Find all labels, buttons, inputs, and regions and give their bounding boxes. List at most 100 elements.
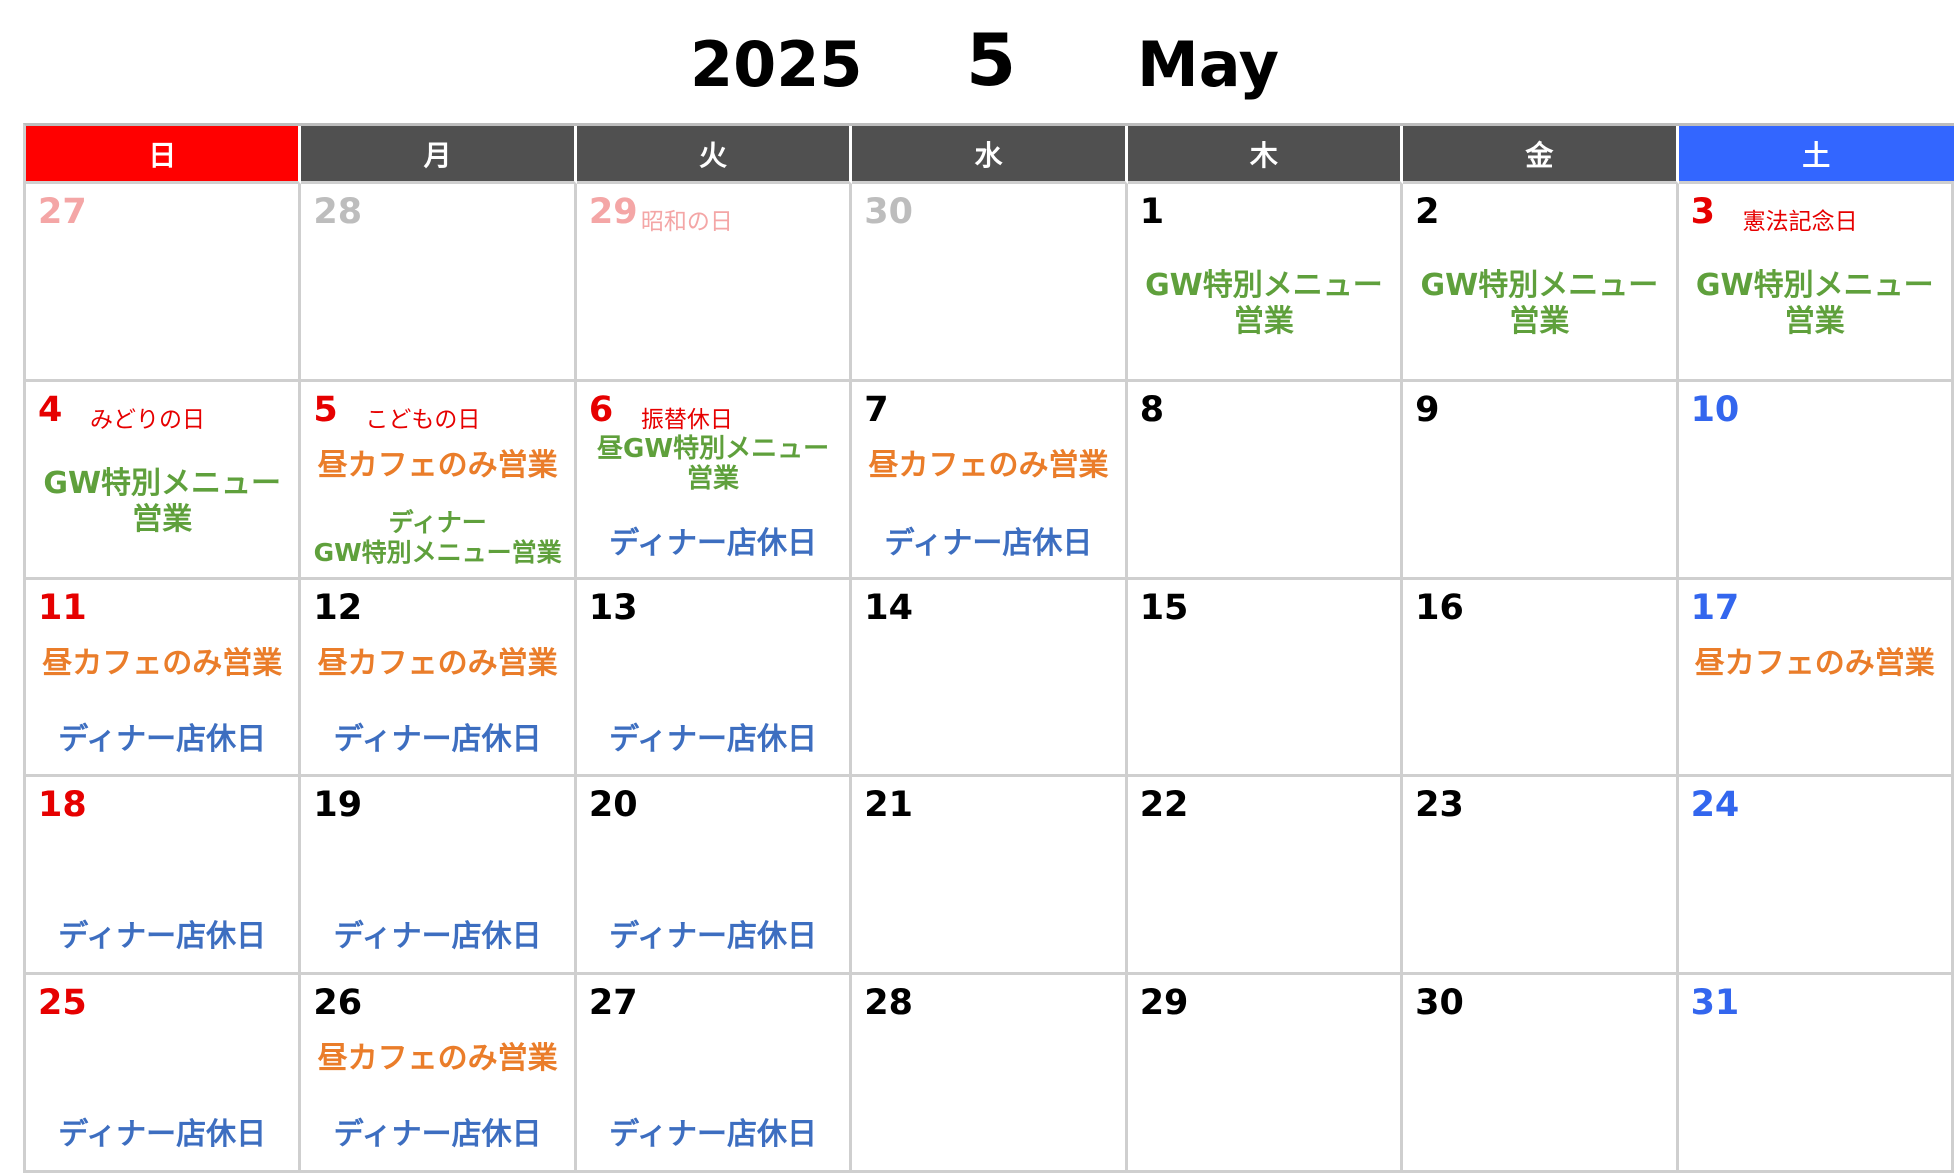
gw-special-note: GW特別メニュー 営業	[43, 465, 282, 537]
day-number: 18	[38, 785, 87, 826]
holiday-label: 昭和の日	[640, 209, 733, 235]
day-cell-may-12: 12 昼カフェのみ営業 ディナー店休日	[301, 579, 577, 778]
title-month: 5	[966, 18, 1017, 102]
dinner-closed-note: ディナー店休日	[58, 919, 267, 955]
day-number: 6	[588, 389, 614, 430]
day-number: 10	[1690, 389, 1740, 430]
day-cell-may-30: 30	[1403, 975, 1679, 1173]
day-cell-may-25: 25 ディナー店休日	[26, 975, 302, 1173]
day-number: 9	[1415, 389, 1440, 430]
day-number: 20	[588, 785, 638, 826]
day-cell-may-18: 18 ディナー店休日	[26, 777, 302, 976]
dinner-gw-note: ディナー GW特別メニュー営業	[313, 507, 562, 567]
day-number: 23	[1415, 785, 1464, 826]
weekday-header-monday: 月	[301, 126, 577, 184]
day-number: 19	[313, 785, 363, 826]
day-cell-may-20: 20 ディナー店休日	[576, 777, 853, 976]
day-number: 26	[313, 983, 363, 1024]
day-number: 1	[1139, 192, 1165, 232]
lunch-cafe-note: 昼カフェのみ営業	[317, 1041, 558, 1077]
day-cell-may-17: 17 昼カフェのみ営業	[1678, 579, 1954, 778]
weekday-header-friday: 金	[1403, 126, 1679, 184]
day-cell-may-6: 6 振替休日 昼GW特別メニュー 営業 ディナー店休日	[576, 381, 853, 580]
day-cell-may-23: 23	[1403, 777, 1679, 976]
day-cell-may-22: 22	[1127, 777, 1404, 976]
dinner-closed-note: ディナー店休日	[609, 1117, 818, 1153]
day-number: 27	[38, 192, 87, 232]
day-cell-may-5: 5 こどもの日 昼カフェのみ営業 ディナー GW特別メニュー営業	[301, 381, 577, 580]
dinner-closed-note: ディナー店休日	[58, 1117, 267, 1153]
dinner-closed-note: ディナー店休日	[609, 919, 818, 955]
day-number: 3	[1690, 192, 1715, 232]
day-number: 8	[1139, 389, 1165, 430]
day-cell-may-19: 19 ディナー店休日	[301, 777, 577, 976]
day-number: 11	[38, 587, 87, 628]
weekday-header-thursday: 木	[1127, 126, 1404, 184]
day-number: 30	[1415, 983, 1464, 1024]
holiday-label: みどりの日	[90, 406, 205, 433]
title-month-english: May	[1137, 28, 1280, 101]
day-number: 14	[864, 587, 913, 628]
gw-special-note: GW特別メニュー 営業	[1695, 268, 1934, 339]
weekday-header-tuesday: 火	[576, 126, 853, 184]
lunch-cafe-note: 昼カフェのみ営業	[317, 447, 558, 483]
dinner-closed-note: ディナー店休日	[609, 525, 818, 561]
weekday-header-saturday: 土	[1678, 126, 1954, 184]
day-number: 15	[1139, 587, 1189, 628]
day-cell-may-8: 8	[1127, 381, 1404, 580]
gw-special-note: GW特別メニュー 営業	[1145, 268, 1383, 339]
day-cell-may-1: 1 GW特別メニュー 営業	[1127, 184, 1404, 382]
dinner-closed-note: ディナー店休日	[58, 721, 267, 757]
day-cell-may-28: 28	[852, 975, 1128, 1173]
day-cell-may-11: 11 昼カフェのみ営業 ディナー店休日	[26, 579, 302, 778]
day-number: 16	[1415, 587, 1464, 628]
dinner-closed-note: ディナー店休日	[333, 1117, 542, 1153]
day-cell-may-31: 31	[1678, 975, 1954, 1173]
day-cell-may-9: 9	[1403, 381, 1679, 580]
day-number: 13	[588, 587, 638, 628]
day-cell-may-10: 10	[1678, 381, 1954, 580]
day-number: 30	[864, 192, 913, 232]
dinner-closed-note: ディナー店休日	[333, 721, 542, 757]
dinner-closed-note: ディナー店休日	[609, 721, 818, 757]
day-cell-may-7: 7 昼カフェのみ営業 ディナー店休日	[852, 381, 1128, 580]
lunch-gw-note: 昼GW特別メニュー 営業	[597, 433, 830, 494]
day-number: 7	[864, 389, 889, 430]
calendar-grid: 日 月 火 水 木 金 土 27 28 29 昭和の日 30 1 GW特別メニュ…	[23, 123, 1954, 1173]
day-cell-may-27: 27 ディナー店休日	[576, 975, 853, 1173]
calendar-title: 2025 5 May	[0, 18, 1954, 113]
day-cell-may-13: 13 ディナー店休日	[576, 579, 853, 778]
title-year: 2025	[690, 28, 863, 101]
holiday-label: 憲法記念日	[1742, 209, 1858, 235]
day-cell-apr-27: 27	[26, 184, 302, 382]
day-number: 29	[1139, 983, 1189, 1024]
day-number: 5	[313, 389, 338, 430]
day-cell-may-15: 15	[1127, 579, 1404, 778]
day-number: 25	[38, 983, 87, 1024]
day-cell-apr-29: 29 昭和の日	[576, 184, 853, 382]
dinner-closed-note: ディナー店休日	[884, 525, 1093, 561]
day-number: 27	[588, 983, 638, 1024]
holiday-label: 振替休日	[640, 406, 733, 433]
day-cell-may-21: 21	[852, 777, 1128, 976]
day-cell-may-29: 29	[1127, 975, 1404, 1173]
day-cell-may-24: 24	[1678, 777, 1954, 976]
weekday-header-sunday: 日	[26, 126, 302, 184]
day-number: 4	[38, 389, 63, 430]
day-number: 29	[588, 192, 638, 232]
day-cell-may-3: 3 憲法記念日 GW特別メニュー 営業	[1678, 184, 1954, 382]
day-cell-may-26: 26 昼カフェのみ営業 ディナー店休日	[301, 975, 577, 1173]
lunch-cafe-note: 昼カフェのみ営業	[42, 645, 283, 681]
day-number: 28	[864, 983, 913, 1024]
day-cell-apr-30: 30	[852, 184, 1128, 382]
day-number: 2	[1415, 192, 1440, 232]
day-cell-may-16: 16	[1403, 579, 1679, 778]
day-number: 24	[1690, 785, 1740, 826]
gw-special-note: GW特別メニュー 営業	[1420, 268, 1659, 339]
holiday-label: こどもの日	[365, 406, 481, 433]
day-number: 28	[313, 192, 363, 232]
day-number: 22	[1139, 785, 1189, 826]
lunch-cafe-note: 昼カフェのみ営業	[868, 447, 1109, 483]
day-cell-may-14: 14	[852, 579, 1128, 778]
weekday-header-wednesday: 水	[852, 126, 1128, 184]
